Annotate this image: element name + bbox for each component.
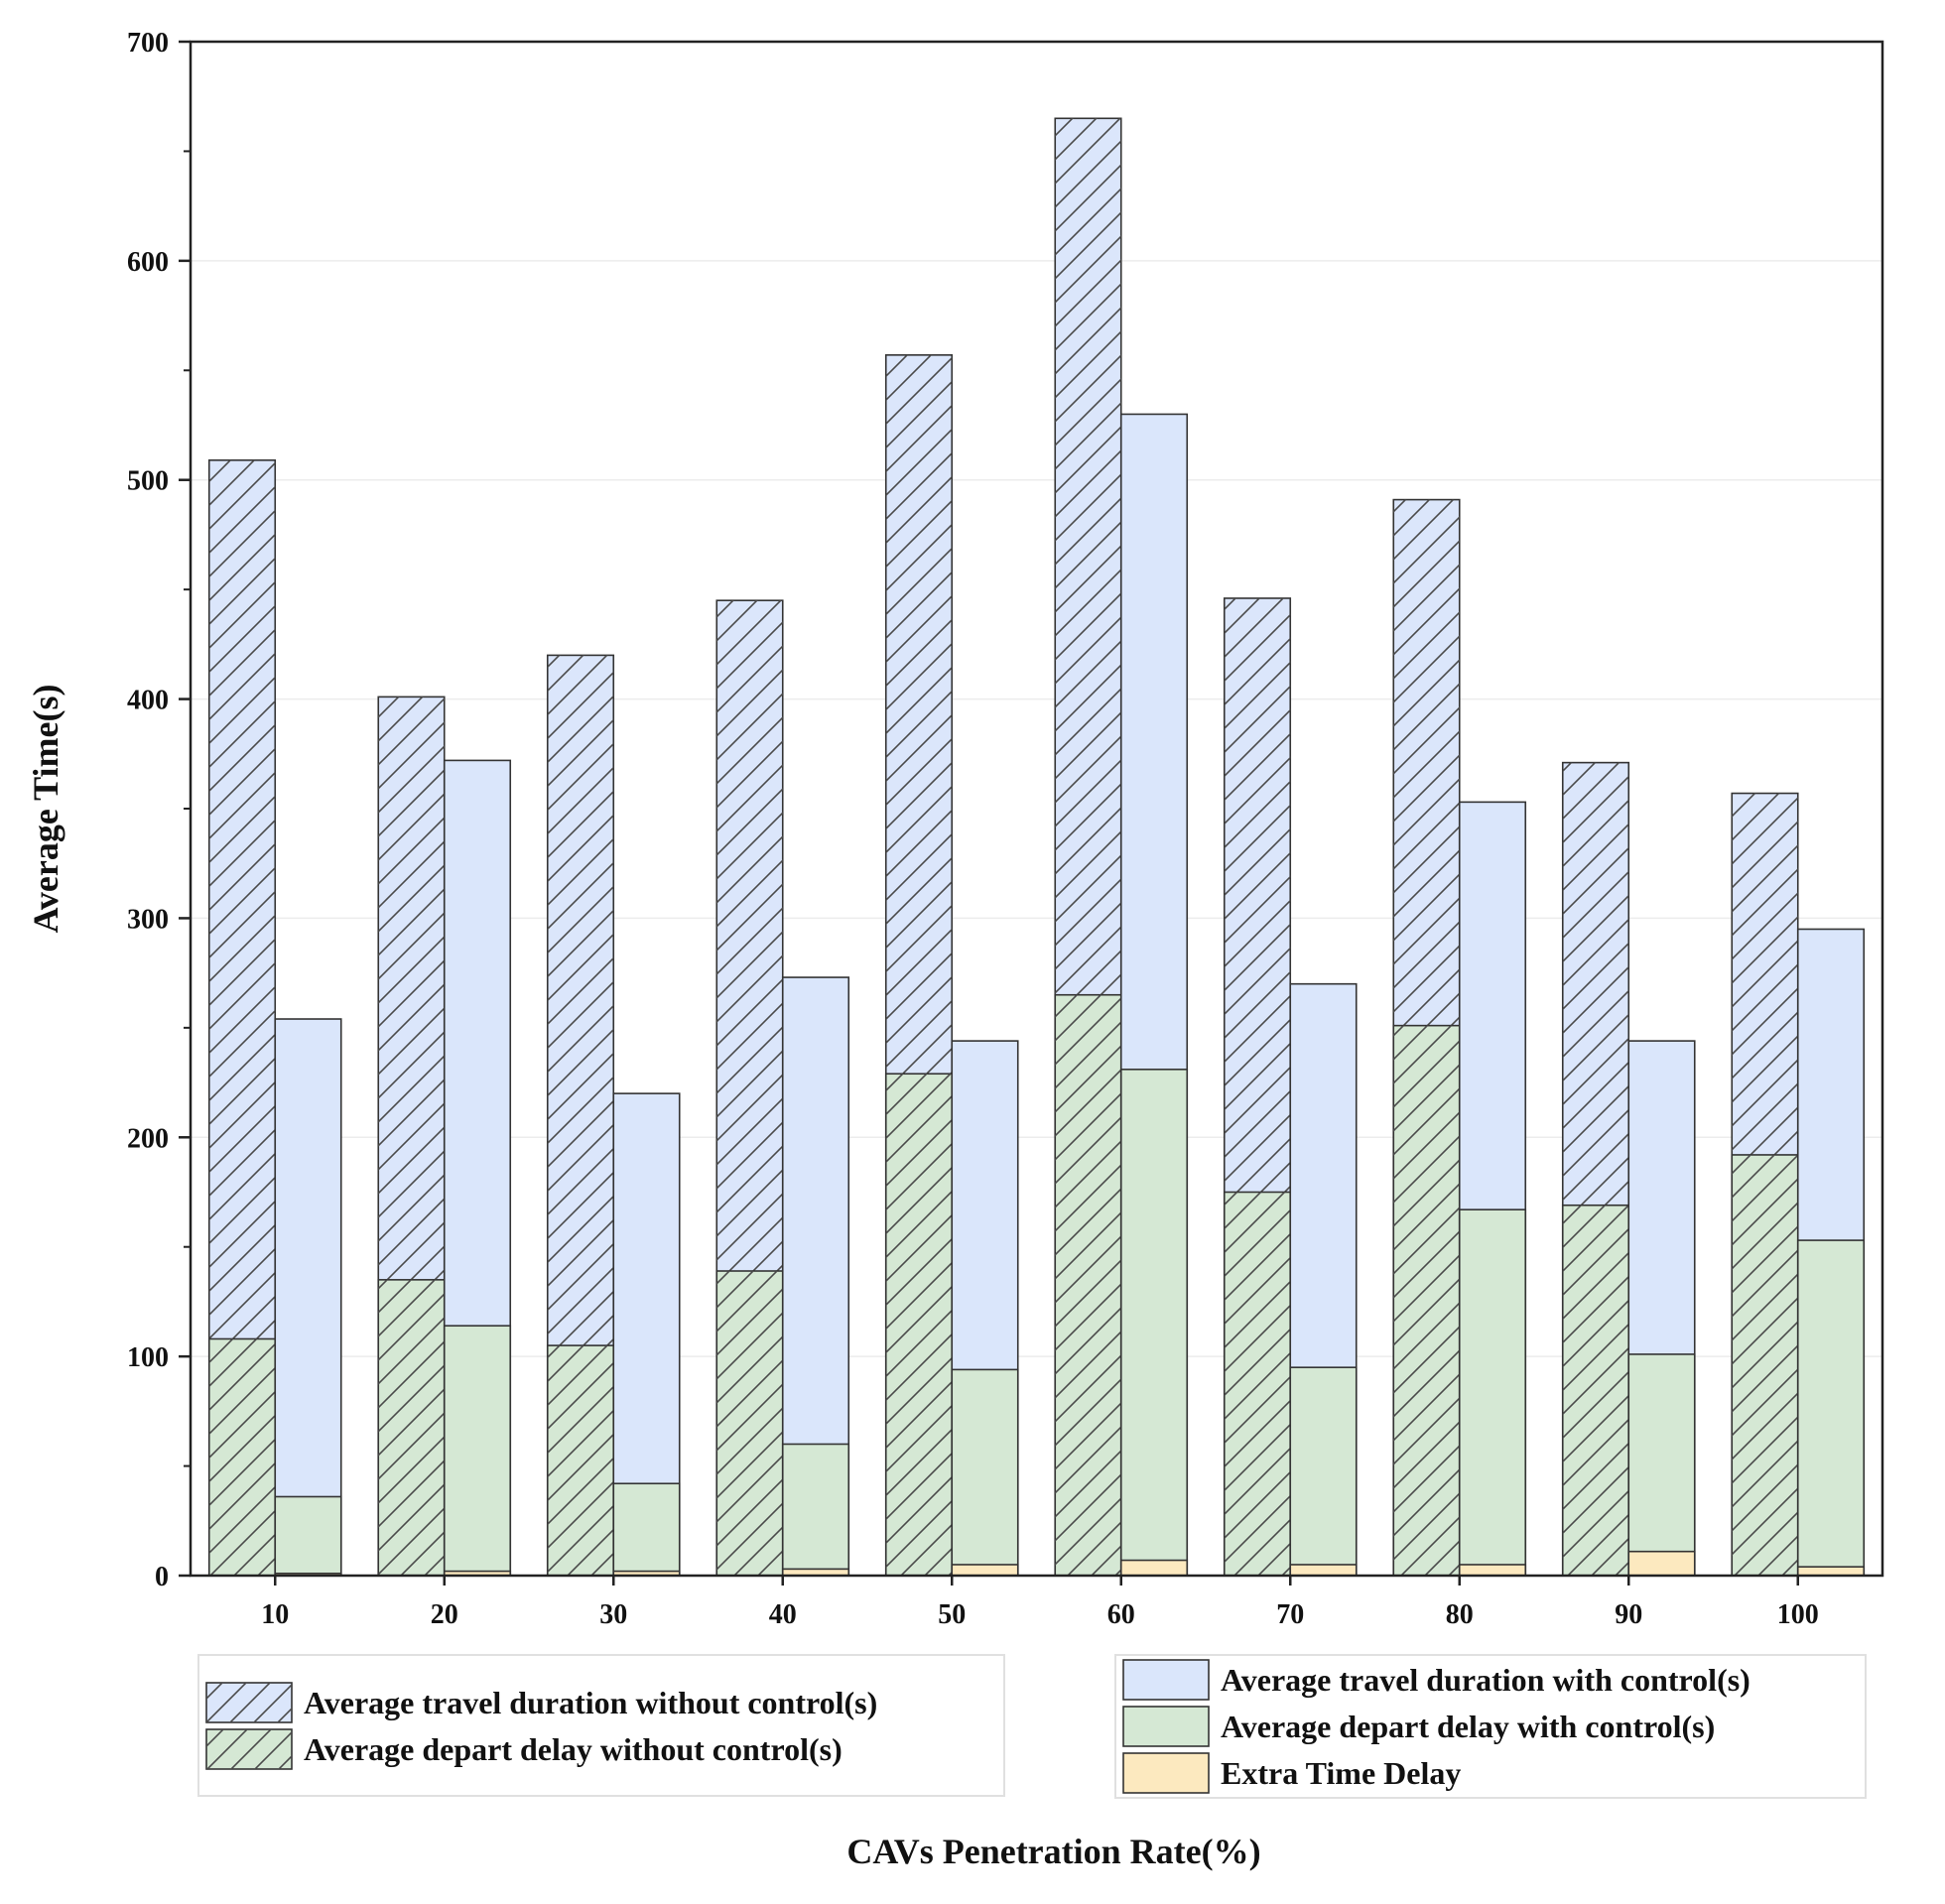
bar-hatch — [547, 1345, 614, 1576]
bar-fill — [1458, 1208, 1527, 1577]
legend-box-left: Average travel duration without control(… — [197, 1654, 1005, 1797]
bar-hatch — [1732, 1154, 1798, 1576]
x-tick-label: 70 — [1276, 1599, 1304, 1630]
bar — [1627, 1353, 1696, 1577]
bar — [951, 1368, 1019, 1577]
bar-hatch — [1562, 1205, 1629, 1576]
x-tick-label: 20 — [431, 1599, 458, 1630]
legend-label: Average travel duration with control(s) — [1221, 1662, 1750, 1698]
bar-fill — [1458, 1564, 1527, 1577]
bar-fill — [951, 1564, 1019, 1577]
bar-fill — [1627, 1550, 1696, 1577]
bar-fill — [1289, 1564, 1358, 1577]
bar — [1289, 1564, 1358, 1577]
x-tick-label: 80 — [1446, 1599, 1474, 1630]
bar — [951, 1564, 1019, 1577]
y-tick-label: 100 — [127, 1342, 169, 1373]
y-tick-label: 300 — [127, 904, 169, 935]
bar-fill — [1119, 1559, 1189, 1577]
bar — [1561, 1204, 1630, 1577]
x-tick-label: 40 — [769, 1599, 797, 1630]
x-axis-title: CAVs Penetration Rate(%) — [846, 1832, 1260, 1871]
y-tick-label: 500 — [127, 466, 169, 497]
bar-fill — [274, 1495, 342, 1577]
x-tick-label: 100 — [1777, 1599, 1819, 1630]
bar — [1796, 1566, 1866, 1577]
x-tick-label: 90 — [1615, 1599, 1642, 1630]
bar-fill — [443, 1325, 512, 1577]
bar — [715, 1270, 784, 1577]
bar — [274, 1495, 342, 1577]
legend-box-right: Average travel duration with control(s) A… — [1114, 1654, 1867, 1799]
bar-fill — [1796, 1239, 1866, 1577]
bar — [1223, 1191, 1292, 1577]
bar-hatch — [1055, 994, 1121, 1576]
bar-fill — [781, 1443, 850, 1577]
legend-item: Average travel duration without control(… — [205, 1682, 877, 1723]
legend-swatch — [1122, 1706, 1210, 1747]
bar-hatch — [716, 1271, 783, 1576]
bar-fill — [1119, 1069, 1189, 1577]
x-tick-label: 60 — [1107, 1599, 1135, 1630]
y-axis-title: Average Time(s) — [26, 685, 65, 934]
legend-label: Average depart delay with control(s) — [1221, 1709, 1715, 1744]
bar-hatch — [378, 1279, 445, 1576]
bar — [207, 1337, 277, 1577]
bar — [1119, 1559, 1189, 1577]
legend-frame — [197, 1654, 1005, 1797]
bar — [1392, 1024, 1461, 1577]
bar-fill — [1627, 1353, 1696, 1577]
legend-label: Average depart delay without control(s) — [304, 1731, 843, 1767]
bar — [1458, 1208, 1527, 1577]
legend-item: Average travel duration with control(s) — [1122, 1659, 1750, 1701]
bar — [884, 1073, 954, 1577]
bars — [207, 117, 1866, 1577]
legend-swatch — [1122, 1752, 1210, 1794]
bar-hatch — [1393, 1025, 1460, 1576]
bar — [1627, 1550, 1696, 1577]
y-tick-label: 600 — [127, 247, 169, 278]
bar-fill — [1796, 1566, 1866, 1577]
bar — [612, 1482, 681, 1577]
legend-swatch-hatch — [206, 1683, 292, 1722]
bar — [274, 1018, 342, 1577]
bar — [546, 1344, 615, 1577]
y-tick-label: 700 — [127, 28, 169, 59]
legend-swatch-hatch — [206, 1729, 292, 1769]
bar — [1054, 993, 1122, 1577]
bar — [1731, 1154, 1799, 1577]
legend-label: Extra Time Delay — [1221, 1755, 1461, 1791]
bar-hatch — [1224, 1192, 1291, 1576]
bar-hatch — [885, 1074, 953, 1576]
legend-label: Average travel duration without control(… — [304, 1685, 877, 1720]
legend-item: Average depart delay without control(s) — [205, 1728, 843, 1770]
y-tick-label: 200 — [127, 1123, 169, 1154]
bar — [443, 1325, 512, 1577]
legend-swatch — [1122, 1659, 1210, 1701]
bar-hatch — [208, 1338, 276, 1576]
x-tick-label: 10 — [261, 1599, 289, 1630]
bar — [1458, 1564, 1527, 1577]
legend-frame — [1114, 1654, 1867, 1799]
legend-item: Average depart delay with control(s) — [1122, 1706, 1715, 1747]
bar — [377, 1279, 446, 1577]
y-tick-label: 400 — [127, 686, 169, 716]
x-tick-label: 30 — [599, 1599, 627, 1630]
y-tick-label: 0 — [155, 1562, 169, 1592]
x-tick-label: 50 — [938, 1599, 966, 1630]
bar-fill — [1289, 1366, 1358, 1577]
bar — [1796, 1239, 1866, 1577]
legend-item: Extra Time Delay — [1122, 1752, 1461, 1794]
bar — [781, 1443, 850, 1577]
bar-fill — [274, 1018, 342, 1577]
bar-fill — [951, 1368, 1019, 1577]
bar — [1119, 1069, 1189, 1577]
bar-fill — [612, 1482, 681, 1577]
legend: Average travel duration without control(… — [197, 1654, 1867, 1799]
bar — [1289, 1366, 1358, 1577]
axes: 0 100 200 300 400 500 600 700 10 20 30 40 50 60 70 80 90… — [127, 28, 1819, 1630]
